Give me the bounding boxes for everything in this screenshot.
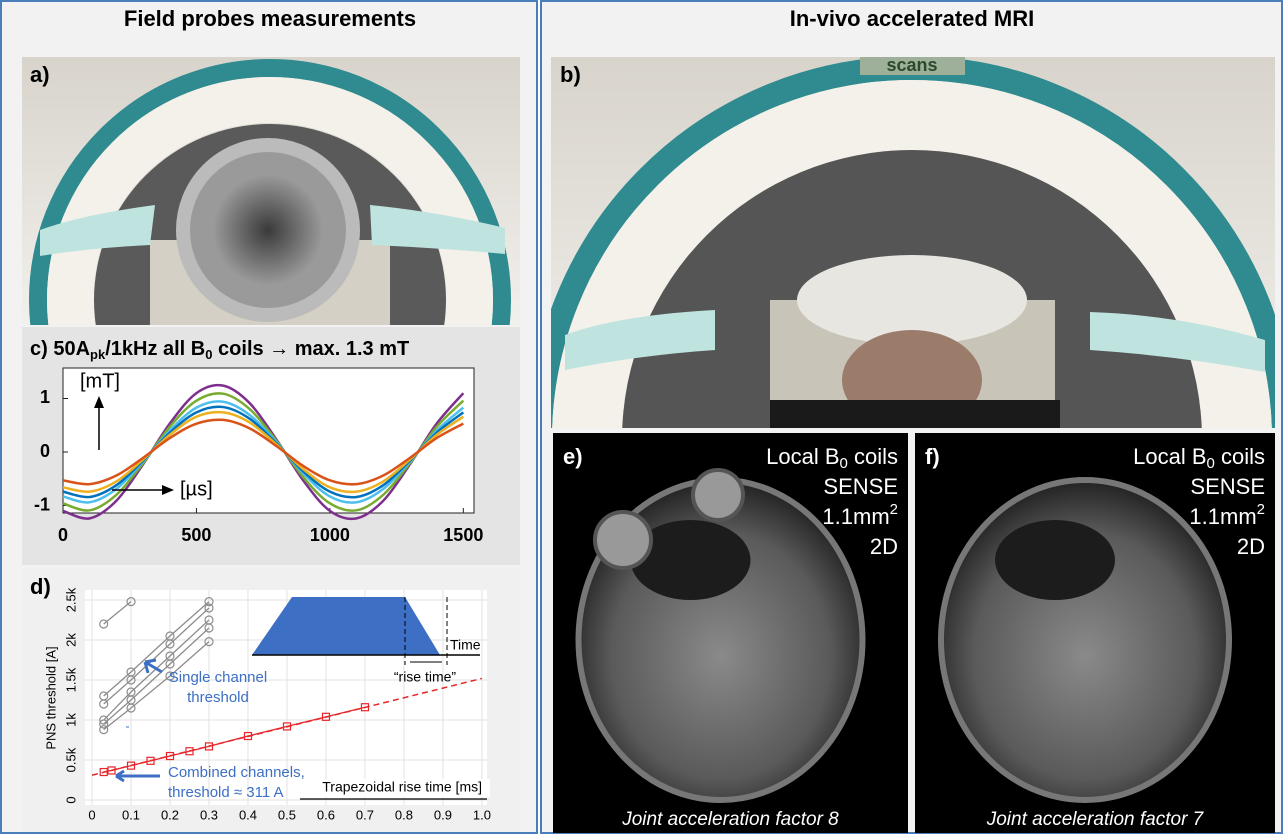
annotation: Single channel (169, 669, 267, 686)
title-part: coils → max. 1.3 mT (212, 338, 409, 360)
image-text: Local B0 coils (766, 444, 898, 472)
x-tick-label: 0 (88, 807, 95, 822)
y-unit: [mT] (80, 370, 120, 392)
panel-label: a) (30, 62, 50, 87)
y-tick-label: -1 (34, 494, 50, 514)
x-tick-label: 500 (181, 525, 211, 545)
text-part: 1.1mm (1189, 504, 1256, 529)
image-text: SENSE (823, 474, 898, 499)
image-text: 1.1mm2 (822, 501, 898, 529)
text-part: 1.1mm (822, 504, 889, 529)
x-tick-label: 0.8 (395, 807, 413, 822)
panel-label: e) (563, 444, 583, 469)
y-tick-label: 0 (63, 796, 78, 803)
x-tick-label: 0.4 (239, 807, 257, 822)
text-part: coils (1215, 444, 1265, 469)
text-part: coils (848, 444, 898, 469)
x-tick-label: 0.6 (317, 807, 335, 822)
panel-title: In-vivo accelerated MRI (790, 6, 1035, 31)
text-part: Local B (766, 444, 839, 469)
eye (595, 512, 651, 568)
text-sub: 0 (840, 455, 848, 472)
x-tick-label: 1500 (443, 525, 483, 545)
panel-label: f) (925, 444, 940, 469)
title-part: /1kHz all B (105, 338, 205, 360)
y-tick-label: 1.5k (63, 667, 78, 692)
figure: Field probes measurements a) c) 50Apk/1k… (0, 0, 1283, 834)
inset-label: “rise time” (394, 669, 457, 685)
caption: Joint acceleration factor 8 (621, 809, 839, 830)
annotation: threshold (187, 689, 249, 706)
image-text: 1.1mm2 (1189, 501, 1265, 529)
x-axis-label: Trapezoidal rise time [ms] (322, 779, 482, 795)
annotation: Combined channels, (168, 764, 305, 781)
text-part: Local B (1133, 444, 1206, 469)
eye (693, 470, 743, 520)
image-text: 2D (870, 534, 898, 559)
x-tick-label: 0 (58, 525, 68, 545)
title-sub: pk (90, 347, 106, 362)
text-sub: 0 (1207, 455, 1215, 472)
x-tick-label: 0.3 (200, 807, 218, 822)
y-tick-label: 1 (40, 387, 50, 407)
brain-dark (995, 520, 1115, 600)
x-tick-label: 1000 (310, 525, 350, 545)
panel-title: Field probes measurements (124, 6, 416, 31)
y-tick-label: 0 (40, 441, 50, 461)
text-sup: 2 (1257, 501, 1265, 518)
panel-label: b) (560, 62, 581, 87)
y-tick-label: 2k (63, 633, 78, 647)
title-part: c) 50A (30, 338, 90, 360)
text-sup: 2 (890, 501, 898, 518)
chart-label: d) (30, 574, 51, 599)
image-text: SENSE (1190, 474, 1265, 499)
y-tick-label: 0.5k (63, 747, 78, 772)
chart-title: c) 50Apk/1kHz all B0 coils → max. 1.3 mT (30, 338, 409, 362)
y-tick-label: 2.5k (63, 587, 78, 612)
x-tick-label: 1.0 (473, 807, 491, 822)
image-text: Local B0 coils (1133, 444, 1265, 472)
y-tick-label: 1k (63, 713, 78, 727)
x-tick-label: 0.7 (356, 807, 374, 822)
image-text: 2D (1237, 534, 1265, 559)
caption: Joint acceleration factor 7 (986, 809, 1205, 830)
y-axis-label: PNS threshold [A] (43, 646, 58, 749)
x-tick-label: 0.1 (122, 807, 140, 822)
inset-label: Time (450, 637, 481, 653)
x-tick-label: 0.2 (161, 807, 179, 822)
x-tick-label: 0.9 (434, 807, 452, 822)
x-tick-label: 0.5 (278, 807, 296, 822)
title-sub: 0 (205, 347, 212, 362)
x-unit: [µs] (180, 478, 213, 500)
annotation: threshold ≈ 311 A (168, 784, 284, 801)
screen-text: scans (886, 55, 937, 75)
